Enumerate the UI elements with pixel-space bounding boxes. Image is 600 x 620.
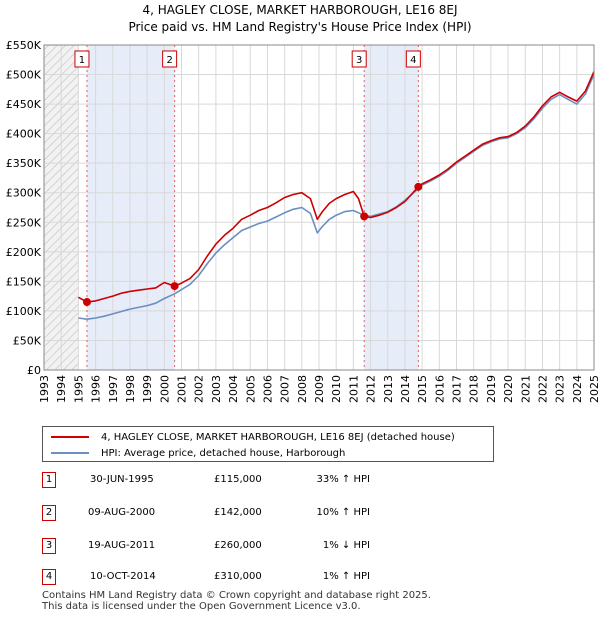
sale-hpi: 10% ↑ HPI [316, 507, 370, 518]
sale-point [82, 298, 91, 307]
sale-marker: 2 [42, 505, 56, 521]
x-tick-label: 2000 [158, 375, 171, 403]
y-tick-label: £250K [6, 216, 42, 229]
sale-date: 19-AUG-2011 [88, 540, 156, 551]
x-tick-label: 2022 [536, 375, 549, 403]
sale-date: 09-AUG-2000 [88, 507, 156, 518]
x-tick-label: 1995 [72, 375, 85, 403]
sale-marker-box [351, 50, 367, 68]
x-tick-label: 2024 [571, 375, 584, 403]
x-tick-label: 2008 [296, 375, 309, 403]
x-tick-label: 2011 [347, 375, 360, 403]
sale-marker-label: 4 [410, 55, 416, 66]
sale-date: 30-JUN-1995 [90, 474, 154, 485]
y-tick-label: £0 [27, 364, 41, 377]
ownership-shade [364, 45, 419, 370]
x-tick-label: 2004 [227, 375, 240, 403]
x-tick-label: 2013 [382, 375, 395, 403]
footer-line-2: This data is licensed under the Open Gov… [42, 601, 361, 612]
sale-price: £260,000 [214, 540, 262, 551]
x-tick-label: 2009 [313, 375, 326, 403]
legend-label-property: 4, HAGLEY CLOSE, MARKET HARBOROUGH, LE16… [101, 431, 455, 443]
legend-item-property: 4, HAGLEY CLOSE, MARKET HARBOROUGH, LE16… [51, 429, 455, 445]
y-tick-label: £300K [6, 187, 42, 200]
x-tick-label: 2005 [244, 375, 257, 403]
sale-marker-label: 3 [356, 55, 362, 66]
x-tick-label: 2018 [468, 375, 481, 403]
x-tick-label: 2015 [416, 375, 429, 403]
x-tick-label: 1996 [90, 375, 103, 403]
y-tick-label: £100K [6, 305, 42, 318]
x-tick-label: 2020 [502, 375, 515, 403]
chart-title-block: 4, HAGLEY CLOSE, MARKET HARBOROUGH, LE16… [0, 0, 600, 36]
x-tick-label: 2023 [554, 375, 567, 403]
y-tick-label: £150K [6, 275, 42, 288]
x-tick-label: 2017 [451, 375, 464, 403]
x-tick-label: 1998 [124, 375, 137, 403]
footer-line-1: Contains HM Land Registry data © Crown c… [42, 590, 431, 601]
sale-point [360, 212, 369, 221]
plot-frame [43, 44, 595, 371]
sale-price: £310,000 [214, 571, 262, 582]
x-tick-label: 2016 [433, 375, 446, 403]
x-tick-label: 2003 [210, 375, 223, 403]
x-tick-label: 2012 [365, 375, 378, 403]
sale-marker: 1 [42, 472, 56, 488]
sale-row: 4 10-OCT-2014 £310,000 1% ↑ HPI [42, 569, 462, 587]
chart-subtitle: Price paid vs. HM Land Registry's House … [128, 20, 472, 34]
sale-marker-box [74, 50, 90, 68]
sale-row: 3 19-AUG-2011 £260,000 1% ↓ HPI [42, 538, 462, 556]
chart-title: 4, HAGLEY CLOSE, MARKET HARBOROUGH, LE16… [142, 3, 458, 17]
sale-price: £115,000 [214, 474, 262, 485]
x-tick-label: 1993 [38, 375, 51, 403]
legend-swatch-blue [51, 452, 89, 454]
sale-marker: 4 [42, 569, 56, 585]
ownership-shade [86, 45, 175, 370]
x-tick-label: 2007 [279, 375, 292, 403]
legend-item-hpi: HPI: Average price, detached house, Harb… [51, 445, 345, 461]
x-tick-label: 1997 [107, 375, 120, 403]
sale-point [414, 182, 423, 191]
y-tick-label: £400K [6, 128, 42, 141]
y-tick-label: £500K [6, 69, 42, 82]
sale-point [170, 282, 179, 291]
sale-marker: 3 [42, 538, 56, 554]
x-tick-label: 2002 [193, 375, 206, 403]
sale-price: £142,000 [214, 507, 262, 518]
footer-attribution: Contains HM Land Registry data © Crown c… [42, 590, 431, 612]
x-tick-label: 2014 [399, 375, 412, 403]
sale-date: 10-OCT-2014 [90, 571, 156, 582]
x-tick-label: 2001 [176, 375, 189, 403]
x-tick-label: 2006 [261, 375, 274, 403]
sale-marker-label: 2 [166, 55, 172, 66]
sale-hpi: 1% ↓ HPI [322, 540, 370, 551]
x-tick-label: 2021 [519, 375, 532, 403]
y-tick-label: £450K [6, 98, 42, 111]
y-tick-label: £50K [13, 334, 42, 347]
price-chart: £0 £50K £100K £150K £200K £250K £300K £350K £400… [6, 39, 600, 403]
legend-label-hpi: HPI: Average price, detached house, Harb… [101, 447, 346, 459]
sale-row: 1 30-JUN-1995 £115,000 33% ↑ HPI [42, 472, 462, 490]
chart-legend: 4, HAGLEY CLOSE, MARKET HARBOROUGH, LE16… [42, 426, 494, 462]
y-tick-label: £550K [6, 39, 42, 52]
series-line-property [78, 71, 595, 303]
legend-swatch-red [51, 436, 89, 438]
sale-marker-box [162, 50, 178, 68]
y-tick-label: £350K [6, 157, 42, 170]
y-tick-label: £200K [6, 246, 42, 259]
sale-hpi: 33% ↑ HPI [316, 474, 370, 485]
sale-marker-box [405, 50, 421, 68]
x-tick-label: 1999 [141, 375, 154, 403]
x-tick-label: 2010 [330, 375, 343, 403]
x-tick-label: 2019 [485, 375, 498, 403]
sale-hpi: 1% ↑ HPI [322, 571, 370, 582]
x-tick-label: 2025 [588, 375, 600, 403]
x-tick-label: 1994 [55, 375, 68, 403]
series-line-hpi [78, 74, 595, 320]
sale-row: 2 09-AUG-2000 £142,000 10% ↑ HPI [42, 505, 462, 523]
sale-marker-label: 1 [79, 55, 85, 66]
